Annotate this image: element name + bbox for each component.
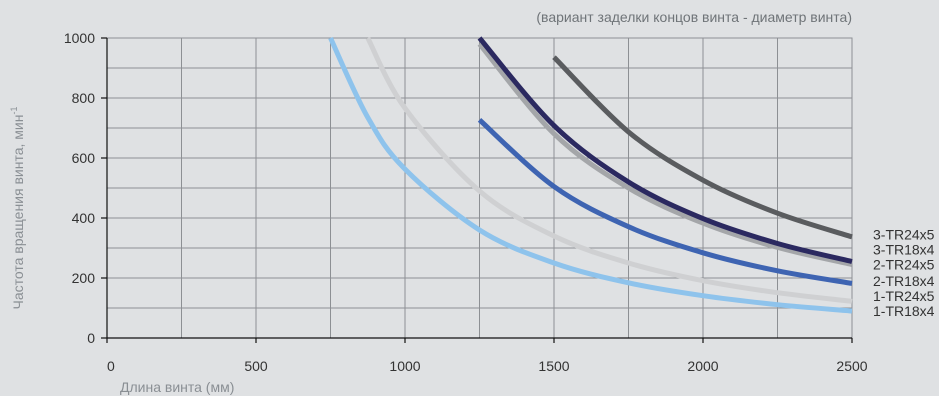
series-line-2-TR24x5: [477, 42, 853, 267]
series-line-2-TR18x4: [477, 118, 853, 286]
labels: 0 200 400 600 800 1000 0 500 1000 1500 2000 2500 1-T…: [64, 30, 935, 374]
x-tick-label: 1000: [389, 358, 420, 374]
y-tick-label: 200: [72, 270, 96, 286]
series-lines: [328, 36, 853, 314]
series-label-1-TR18x4: 1-TR18x4: [873, 303, 935, 319]
y-tick-label: 800: [72, 90, 96, 106]
y-tick-label: 1000: [64, 30, 95, 46]
y-axis-title-superscript: -1: [9, 107, 19, 115]
x-tick-label: 2500: [836, 358, 867, 374]
series-line-3-TR18x4: [477, 36, 853, 264]
series-label-1-TR24x5: 1-TR24x5: [873, 288, 935, 304]
y-tick-label: 0: [87, 330, 95, 346]
y-tick-label: 400: [72, 210, 96, 226]
x-tick-label: 500: [244, 358, 268, 374]
y-tick-label: 600: [72, 150, 96, 166]
series-line-1-TR18x4: [328, 36, 853, 314]
axes: [101, 37, 853, 343]
x-tick-label: 1500: [538, 358, 569, 374]
grid: [106, 37, 853, 339]
series-label-2-TR24x5: 2-TR24x5: [873, 257, 935, 273]
x-tick-label: 0: [107, 358, 115, 374]
y-axis-title-main: Частота вращения винта, мин: [10, 115, 26, 310]
series-line-1-TR24x5: [365, 36, 853, 304]
chart-annotation: (вариант заделки концов винта - диаметр …: [536, 9, 852, 25]
series-label-2-TR18x4: 2-TR18x4: [873, 273, 935, 289]
series-label-3-TR24x5: 3-TR24x5: [873, 227, 935, 243]
series-line-3-TR24x5: [552, 55, 853, 240]
x-axis-title: Длина винта (мм): [120, 379, 234, 395]
x-tick-label: 2000: [687, 358, 718, 374]
y-axis-title: Частота вращения винта, мин-1: [9, 107, 26, 310]
series-label-3-TR18x4: 3-TR18x4: [873, 242, 935, 258]
